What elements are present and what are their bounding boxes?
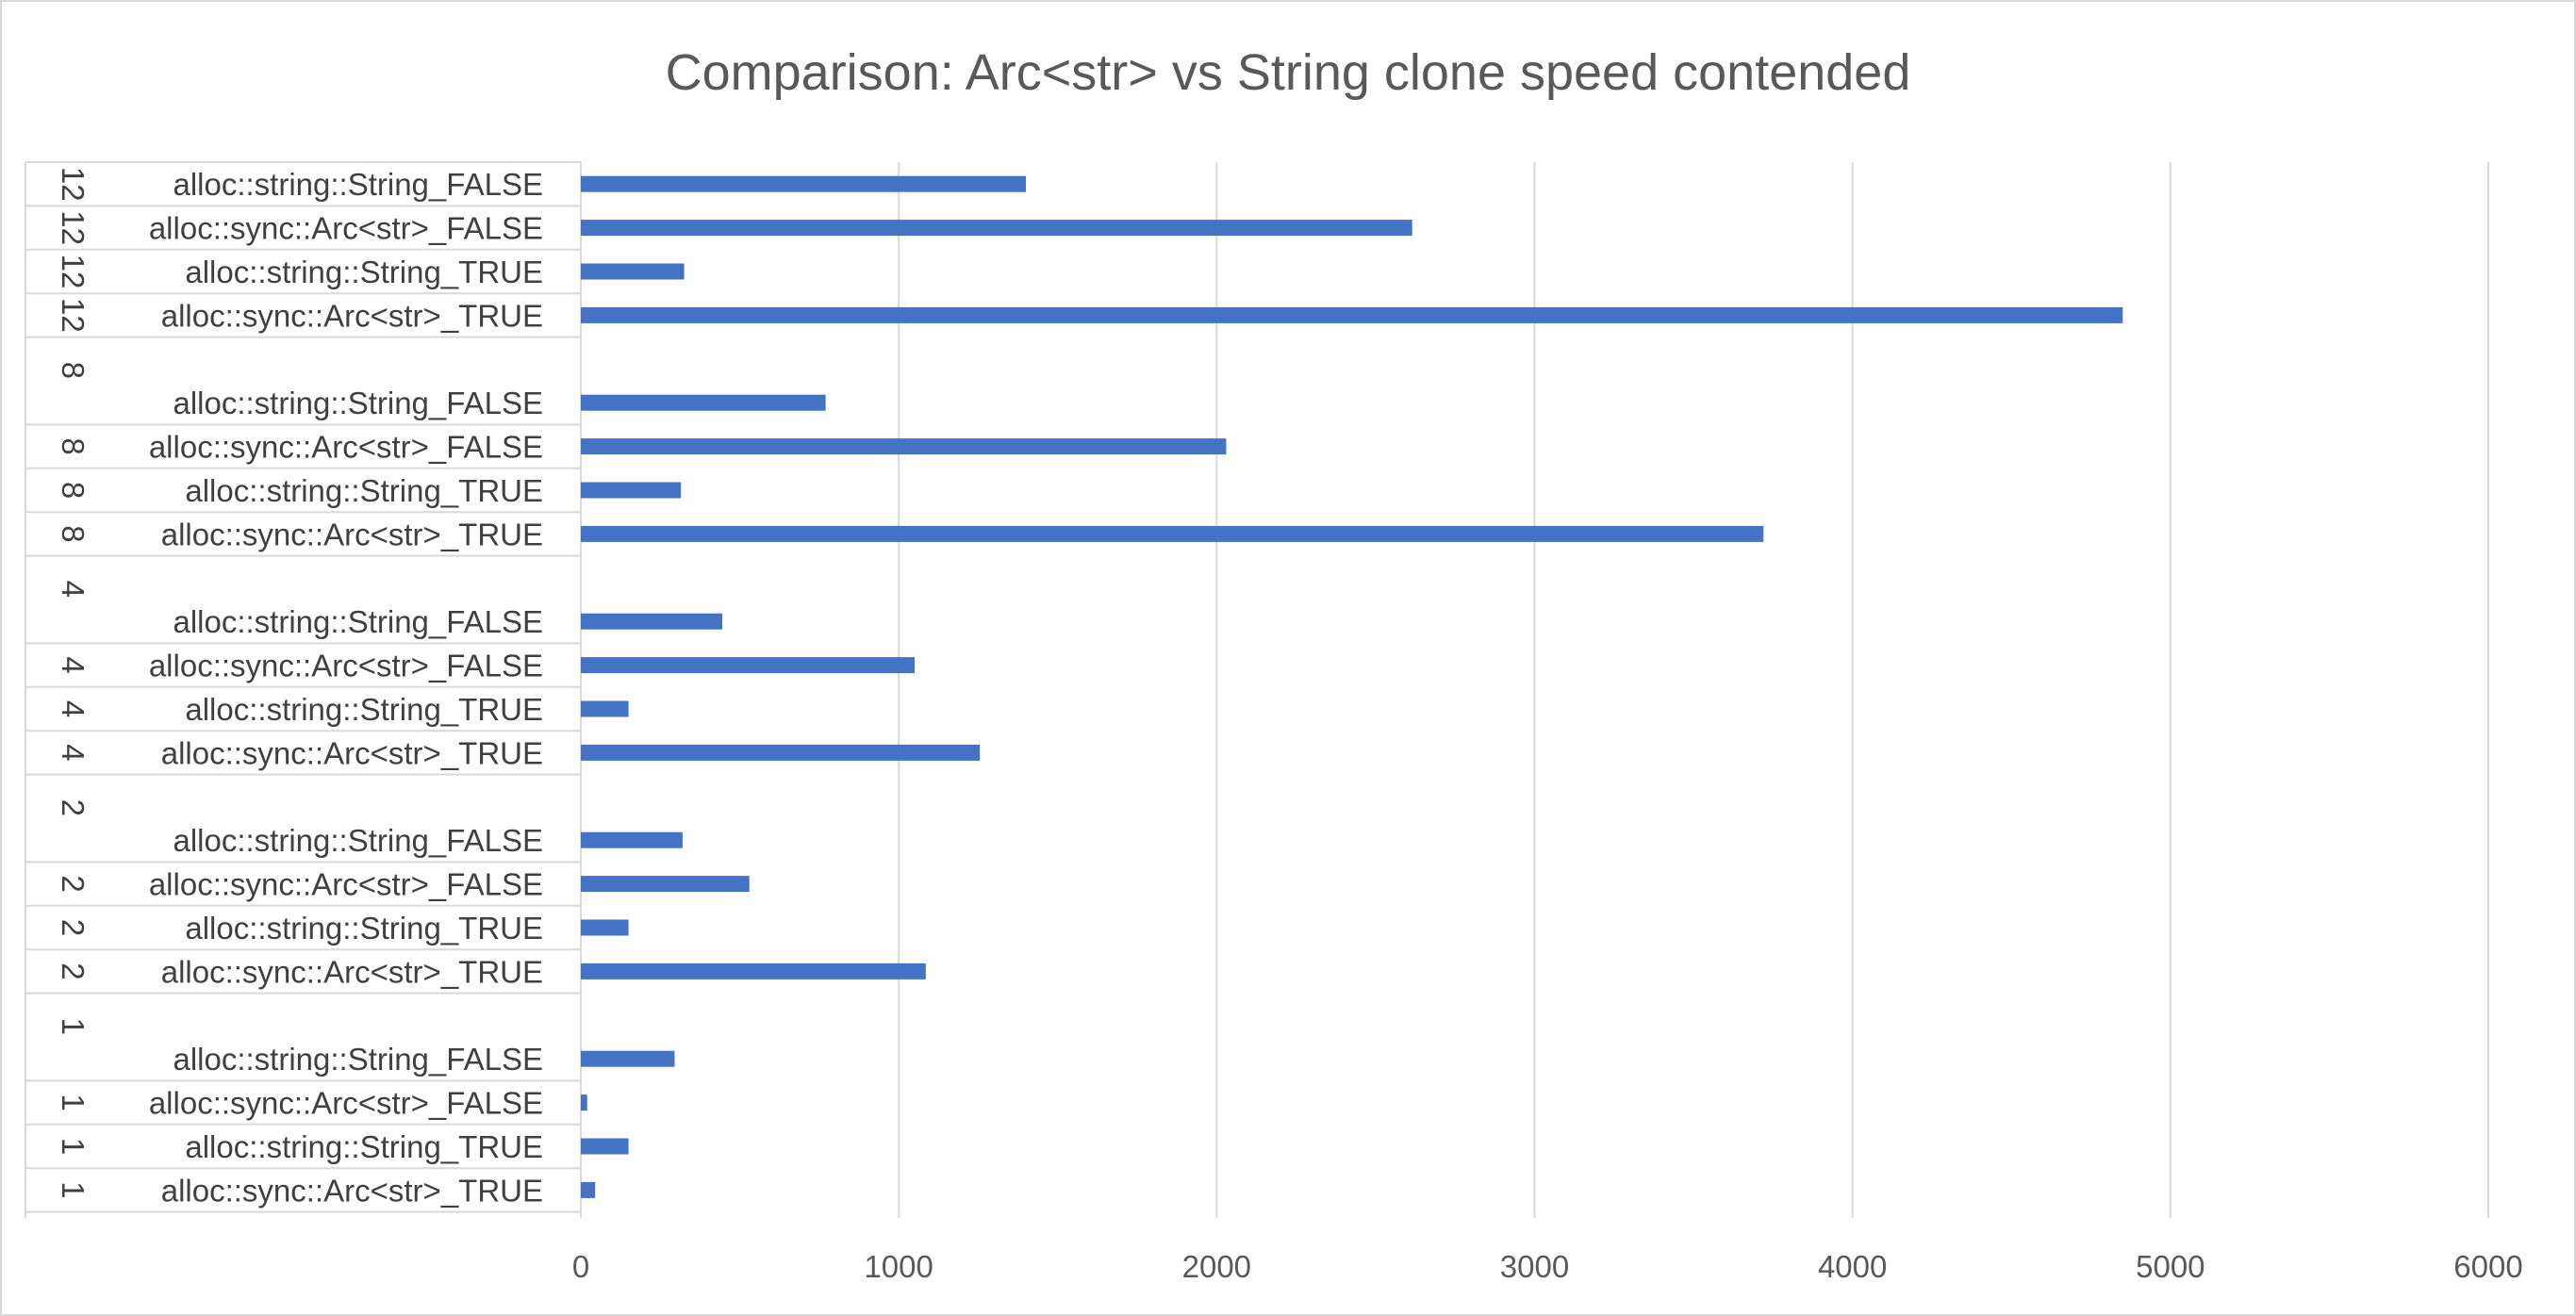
group-label-12: 12 (56, 167, 91, 202)
category-label: alloc::string::String_FALSE (173, 604, 543, 639)
bar-2-0 (581, 831, 683, 848)
group-label-1: 1 (56, 1138, 91, 1155)
category-label: alloc::sync::Arc<str>_FALSE (149, 211, 543, 246)
group-label-4: 4 (56, 700, 91, 717)
category-label: alloc::sync::Arc<str>_TRUE (161, 517, 543, 551)
bar-4-0 (581, 613, 723, 630)
category-label: alloc::sync::Arc<str>_FALSE (149, 430, 543, 465)
category-label: alloc::string::String_TRUE (185, 1129, 543, 1164)
bar-2-2 (581, 919, 629, 936)
bar-8-1 (581, 438, 1227, 455)
bar-4-2 (581, 700, 629, 717)
group-label-1: 1 (56, 1094, 91, 1110)
bar-1-3 (581, 1181, 596, 1198)
group-label-8: 8 (56, 362, 91, 379)
category-label: alloc::string::String_FALSE (173, 823, 543, 858)
x-tick-label: 6000 (2453, 1249, 2522, 1284)
group-label-4: 4 (56, 581, 91, 598)
group-label-8: 8 (56, 482, 91, 499)
chart-title: Comparison: Arc<str> vs String clone spe… (666, 44, 1911, 101)
category-label: alloc::sync::Arc<str>_TRUE (161, 298, 543, 333)
category-label: alloc::string::String_TRUE (185, 692, 543, 727)
group-label-2: 2 (56, 919, 91, 936)
bar-2-3 (581, 962, 926, 979)
x-tick-label: 1000 (864, 1249, 933, 1284)
category-label: alloc::string::String_FALSE (173, 167, 543, 202)
category-label: alloc::sync::Arc<str>_FALSE (149, 867, 543, 902)
bar-12-3 (581, 306, 2123, 323)
gridlines (580, 162, 2489, 1218)
category-label: alloc::string::String_TRUE (185, 473, 543, 508)
bar-8-3 (581, 525, 1764, 542)
group-label-1: 1 (56, 1181, 91, 1198)
category-label-boxes (25, 161, 582, 1218)
category-label: alloc::string::String_FALSE (173, 386, 543, 420)
category-label: alloc::sync::Arc<str>_TRUE (161, 1173, 543, 1208)
bar-8-2 (581, 482, 682, 499)
x-tick-label: 5000 (2136, 1249, 2204, 1284)
group-label-12: 12 (56, 255, 91, 289)
bar-4-1 (581, 657, 916, 674)
bar-8-0 (581, 394, 826, 411)
category-label: alloc::sync::Arc<str>_TRUE (161, 735, 543, 770)
bar-12-2 (581, 263, 685, 280)
group-label-4: 4 (56, 656, 91, 673)
x-tick-label: 4000 (1818, 1249, 1887, 1284)
bar-12-0 (581, 175, 1027, 192)
group-label-2: 2 (56, 799, 91, 816)
group-label-4: 4 (56, 744, 91, 761)
bar-1-2 (581, 1138, 629, 1155)
category-label: alloc::string::String_TRUE (185, 255, 543, 289)
category-label: alloc::sync::Arc<str>_TRUE (161, 954, 543, 989)
group-label-8: 8 (56, 437, 91, 454)
bar-4-3 (581, 744, 981, 761)
group-label-8: 8 (56, 525, 91, 542)
category-label: alloc::string::String_TRUE (185, 911, 543, 946)
x-tick-label: 3000 (1500, 1249, 1569, 1284)
group-label-12: 12 (56, 210, 91, 245)
bar-12-1 (581, 220, 1412, 237)
x-tick-label: 2000 (1182, 1249, 1251, 1284)
bars (581, 175, 2123, 1198)
category-labels: alloc::string::String_FALSE12alloc::sync… (56, 167, 543, 1209)
bar-1-0 (581, 1050, 675, 1067)
group-label-2: 2 (56, 962, 91, 979)
group-label-2: 2 (56, 875, 91, 892)
category-label: alloc::sync::Arc<str>_FALSE (149, 649, 543, 683)
category-label: alloc::string::String_FALSE (173, 1042, 543, 1077)
group-label-1: 1 (56, 1018, 91, 1035)
group-label-12: 12 (56, 298, 91, 333)
bar-1-1 (581, 1094, 587, 1111)
bar-2-1 (581, 876, 750, 893)
category-label: alloc::sync::Arc<str>_FALSE (149, 1086, 543, 1121)
x-tick-label: 0 (572, 1249, 589, 1284)
x-axis-ticks: 0 1000 2000 3000 4000 5000 6000 (572, 1249, 2523, 1284)
